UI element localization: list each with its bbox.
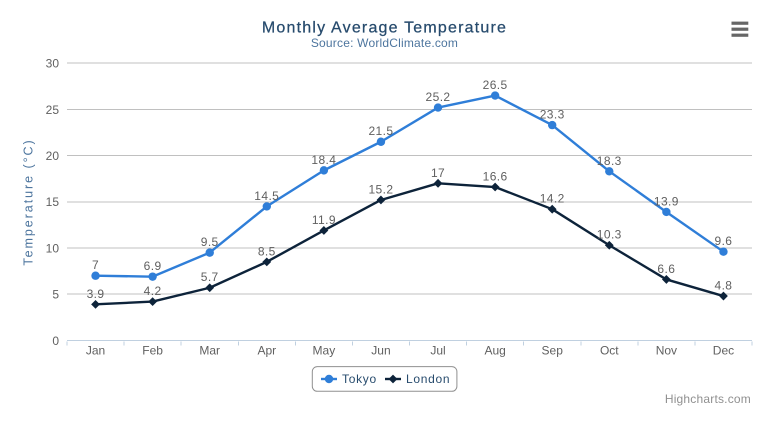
svg-text:Feb: Feb	[142, 344, 163, 358]
svg-text:May: May	[313, 344, 336, 358]
svg-text:4.2: 4.2	[144, 284, 162, 298]
svg-text:23.3: 23.3	[540, 108, 565, 122]
svg-text:5.7: 5.7	[201, 270, 219, 284]
svg-text:Source: WorldClimate.com: Source: WorldClimate.com	[311, 36, 458, 50]
svg-text:5: 5	[52, 288, 59, 302]
svg-text:0: 0	[52, 334, 59, 348]
svg-text:26.5: 26.5	[483, 78, 508, 92]
svg-text:13.9: 13.9	[654, 194, 679, 208]
svg-text:18.3: 18.3	[597, 154, 622, 168]
svg-text:14.2: 14.2	[540, 192, 565, 206]
svg-text:Mar: Mar	[199, 344, 220, 358]
svg-text:10.3: 10.3	[597, 228, 622, 242]
svg-text:10: 10	[46, 241, 60, 255]
svg-text:11.9: 11.9	[312, 213, 336, 227]
svg-text:14.5: 14.5	[254, 189, 279, 203]
svg-text:20: 20	[46, 149, 60, 163]
svg-text:6.6: 6.6	[657, 262, 675, 276]
svg-text:Jul: Jul	[430, 344, 445, 358]
svg-text:21.5: 21.5	[368, 124, 393, 138]
svg-text:Nov: Nov	[656, 344, 677, 358]
svg-text:3.9: 3.9	[87, 287, 105, 301]
svg-text:Sep: Sep	[542, 344, 564, 358]
svg-text:8.5: 8.5	[258, 244, 276, 258]
svg-text:Aug: Aug	[484, 344, 505, 358]
svg-text:15.2: 15.2	[368, 182, 393, 196]
svg-text:7: 7	[92, 258, 99, 272]
svg-text:9.5: 9.5	[201, 235, 219, 249]
svg-text:15: 15	[46, 195, 60, 209]
svg-text:25: 25	[46, 103, 60, 117]
svg-text:Monthly Average Temperature: Monthly Average Temperature	[262, 19, 507, 36]
svg-text:Dec: Dec	[713, 344, 734, 358]
svg-text:9.6: 9.6	[715, 234, 733, 248]
svg-text:30: 30	[46, 57, 60, 71]
svg-text:Highcharts.com: Highcharts.com	[665, 392, 751, 406]
svg-text:Jun: Jun	[371, 344, 390, 358]
svg-text:Jan: Jan	[86, 344, 105, 358]
svg-text:6.9: 6.9	[144, 259, 162, 273]
svg-text:Oct: Oct	[600, 344, 619, 358]
svg-text:Temperature (°C): Temperature (°C)	[22, 138, 36, 265]
svg-text:16.6: 16.6	[483, 170, 508, 184]
svg-text:25.2: 25.2	[426, 90, 451, 104]
svg-text:London: London	[406, 372, 450, 386]
svg-text:Apr: Apr	[257, 344, 276, 358]
svg-text:18.4: 18.4	[311, 153, 336, 167]
svg-text:17: 17	[431, 166, 445, 180]
svg-text:Tokyo: Tokyo	[342, 372, 377, 386]
svg-text:4.8: 4.8	[715, 279, 733, 293]
